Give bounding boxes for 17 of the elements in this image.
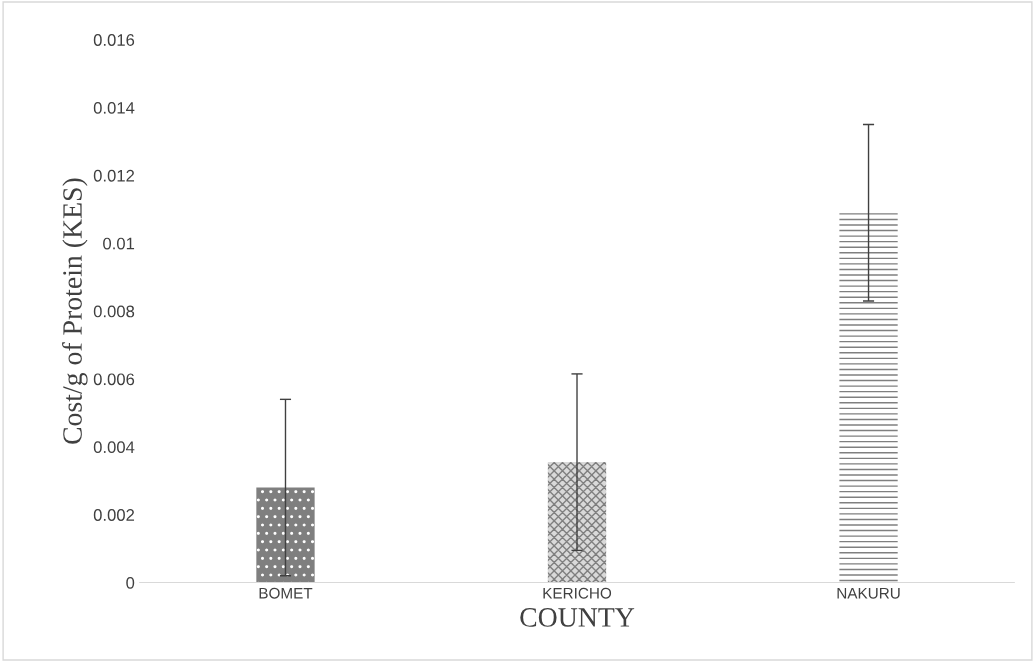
x-tick-label: KERICHO bbox=[543, 587, 612, 599]
bar bbox=[256, 487, 315, 583]
bar bbox=[547, 462, 607, 583]
x-axis-title: COUNTY bbox=[520, 608, 635, 627]
x-tick-label: NAKURU bbox=[837, 587, 900, 599]
y-tick-label: 0 bbox=[126, 576, 135, 589]
y-tick-label: 0.01 bbox=[103, 237, 135, 250]
y-tick-label: 0.016 bbox=[93, 34, 135, 46]
bar bbox=[839, 212, 898, 583]
y-tick-label: 0.004 bbox=[93, 441, 135, 454]
y-tick-label: 0.012 bbox=[93, 169, 135, 182]
y-tick-label: 0.014 bbox=[93, 101, 135, 114]
y-tick-label: 0.008 bbox=[93, 305, 135, 318]
y-axis-title: Cost/g of Protein (KES) bbox=[62, 178, 88, 444]
y-tick-label: 0.006 bbox=[93, 373, 135, 386]
y-tick-label: 0.002 bbox=[93, 509, 135, 521]
x-tick-label: BOMET bbox=[259, 587, 313, 599]
